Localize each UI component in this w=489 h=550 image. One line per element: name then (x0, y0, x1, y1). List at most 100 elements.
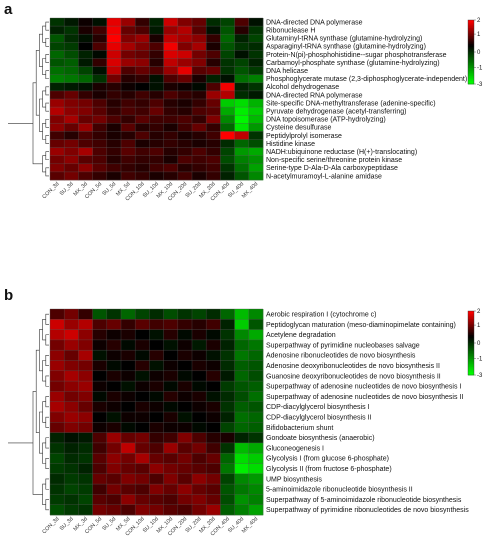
row-label: Adenosine ribonucleotides de novo biosyn… (266, 353, 416, 360)
heatmap-cell (78, 442, 93, 454)
heatmap-cell (234, 163, 250, 173)
heatmap-cell (135, 82, 150, 92)
heatmap-cell (149, 401, 164, 413)
heatmap-cell (50, 401, 65, 413)
heatmap-cell (206, 401, 221, 413)
heatmap-cell (206, 494, 221, 505)
color-key-swatch (468, 45, 474, 48)
heatmap-cell (206, 422, 221, 433)
heatmap-cell (50, 339, 65, 351)
dendrogram-branch (45, 478, 49, 490)
row-label: Superpathway of 5-aminoimidazole ribonuc… (266, 497, 462, 504)
heatmap-cell (163, 422, 179, 433)
heatmap-cell (149, 163, 164, 173)
row-label: Serine-type D-Ala-D-Ala carboxypeptidase (266, 165, 398, 172)
color-key-swatch (468, 23, 474, 26)
heatmap-cell (92, 42, 108, 51)
heatmap-cell (177, 329, 193, 341)
heatmap-cell (135, 74, 150, 84)
color-key-swatch (468, 320, 474, 323)
heatmap-cell (121, 18, 136, 27)
heatmap-cell (220, 107, 235, 116)
heatmap-cell (149, 473, 164, 485)
heatmap-cell (220, 463, 235, 475)
heatmap-cell (92, 66, 108, 75)
heatmap-cell (121, 370, 136, 382)
heatmap-cell (121, 58, 136, 67)
heatmap-cell (121, 484, 136, 495)
heatmap-cell (92, 370, 108, 382)
heatmap-cell (106, 147, 122, 156)
color-key-swatch (468, 367, 474, 369)
heatmap-cell (64, 34, 79, 43)
heatmap-cell (149, 504, 164, 516)
dendrogram-branch (39, 329, 43, 372)
heatmap-cell (192, 163, 207, 173)
heatmap-cell (92, 26, 108, 35)
heatmap-cell (206, 412, 221, 423)
row-label: Peptidylprolyl isomerase (266, 133, 342, 140)
heatmap-cell (121, 494, 136, 505)
heatmap-cell (106, 453, 122, 464)
heatmap-cell (206, 381, 221, 392)
heatmap-cell (234, 26, 250, 35)
row-label: Asparaginyl-tRNA synthase (glutamine-hyd… (266, 44, 426, 51)
heatmap-cell (234, 58, 250, 67)
heatmap-cell (121, 74, 136, 84)
color-key-swatch (468, 330, 474, 333)
heatmap-cell (78, 473, 93, 485)
dendrogram-branch (45, 54, 49, 63)
heatmap-cell (220, 99, 235, 108)
heatmap-cell (64, 171, 79, 181)
row-label: DNA helicase (266, 68, 308, 75)
heatmap-cell (163, 494, 179, 505)
heatmap-cell (149, 58, 164, 67)
heatmap-cell (192, 90, 207, 100)
heatmap-cell (92, 163, 108, 173)
heatmap-cell (177, 139, 193, 148)
heatmap-cell (50, 422, 65, 433)
heatmap-cell (106, 463, 122, 475)
heatmap-cell (234, 494, 250, 505)
heatmap-cell (192, 123, 207, 132)
heatmap-cell (177, 163, 193, 173)
heatmap-cell (248, 107, 264, 116)
heatmap-cell (220, 350, 235, 361)
heatmap-cell (135, 319, 150, 330)
heatmap-cell (177, 50, 193, 59)
heatmap-cell (234, 147, 250, 156)
heatmap-cell (92, 107, 108, 116)
heatmap-cell (206, 66, 221, 75)
heatmap-cell (64, 123, 79, 132)
color-key-swatch (468, 331, 474, 334)
heatmap-cell (64, 412, 79, 423)
heatmap-cell (149, 350, 164, 361)
heatmap-cell (50, 107, 65, 116)
heatmap-cell (234, 115, 250, 124)
heatmap-cell (78, 18, 93, 27)
heatmap-cell (220, 131, 235, 140)
heatmap-cell (121, 504, 136, 516)
heatmap-cell (177, 107, 193, 116)
column-label: CON_3d (41, 181, 60, 200)
color-key-swatch (468, 66, 474, 69)
heatmap-cell (50, 329, 65, 341)
heatmap-cell (78, 34, 93, 43)
heatmap-cell (248, 504, 264, 516)
heatmap-cell (248, 370, 264, 382)
row-label: UMP biosynthesis (266, 476, 322, 483)
heatmap-cell (92, 442, 108, 454)
heatmap-cell (234, 171, 250, 181)
heatmap-cell (234, 463, 250, 475)
dendrogram-branch (45, 334, 49, 346)
heatmap-cell (78, 412, 93, 423)
heatmap-cell (163, 473, 179, 485)
heatmap-cell (135, 453, 150, 464)
heatmap-cell (177, 123, 193, 132)
heatmap-cell (149, 66, 164, 75)
heatmap-cell (78, 360, 93, 372)
heatmap-cell (92, 90, 108, 100)
heatmap-cell (135, 58, 150, 67)
heatmap-cell (149, 90, 164, 100)
heatmap-cell (163, 339, 179, 351)
